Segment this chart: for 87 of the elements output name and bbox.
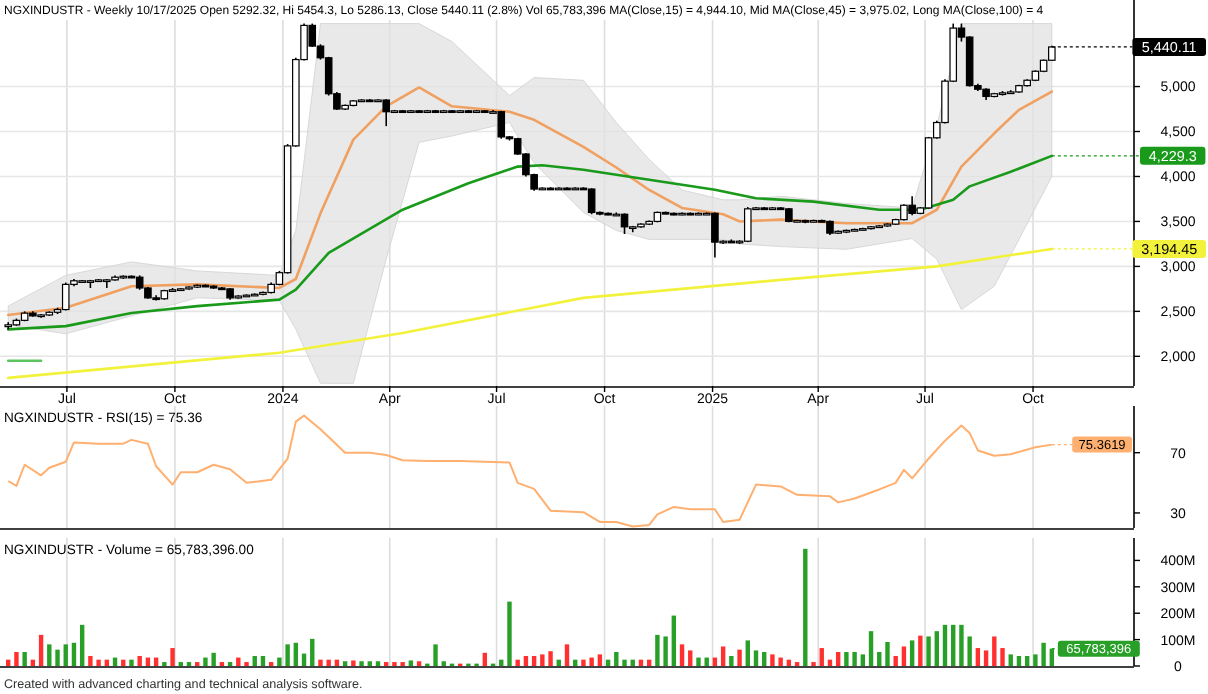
bar <box>170 648 175 666</box>
candlestick <box>497 110 506 140</box>
bar <box>918 635 923 666</box>
bar <box>942 624 948 666</box>
bar <box>433 644 438 666</box>
bar <box>885 641 890 666</box>
bar <box>129 659 134 666</box>
candlestick <box>61 281 70 312</box>
candlestick <box>587 187 596 216</box>
bar <box>959 624 964 666</box>
bar <box>770 654 775 666</box>
bar <box>96 659 101 666</box>
bar <box>540 654 545 666</box>
bar <box>310 638 315 666</box>
bar <box>803 548 808 666</box>
bar <box>597 654 603 666</box>
bar <box>408 660 414 666</box>
bar <box>252 655 257 666</box>
bar <box>293 642 299 666</box>
bar <box>318 659 323 666</box>
candlestick <box>743 206 752 243</box>
bar <box>482 652 488 666</box>
bar <box>663 636 668 666</box>
bar <box>655 634 660 666</box>
bar <box>1008 654 1013 666</box>
candlestick <box>382 98 391 127</box>
bar <box>1016 655 1022 666</box>
bar <box>211 652 216 666</box>
bar <box>63 644 68 666</box>
bar <box>983 650 989 666</box>
bar <box>351 660 356 666</box>
bar <box>137 655 142 666</box>
bar <box>507 601 512 666</box>
bar <box>860 654 866 666</box>
bar <box>975 648 981 666</box>
bar <box>581 659 586 666</box>
bar <box>614 652 619 666</box>
bar <box>79 624 85 666</box>
bar <box>819 648 824 666</box>
candlestick <box>908 195 916 216</box>
bar <box>835 652 841 666</box>
bar <box>622 659 627 666</box>
bar <box>720 646 726 666</box>
bar <box>926 636 931 666</box>
bar <box>992 636 997 666</box>
bar <box>548 651 553 666</box>
bar <box>696 657 701 666</box>
bar <box>852 652 857 666</box>
bar <box>844 652 849 666</box>
bar <box>868 631 874 666</box>
bar <box>762 652 767 666</box>
bar <box>877 652 882 666</box>
bar <box>564 644 570 666</box>
bar <box>55 649 60 666</box>
bar <box>753 650 759 666</box>
bar <box>71 642 77 666</box>
bar <box>1024 655 1030 666</box>
bar <box>47 644 52 666</box>
bar <box>909 640 915 666</box>
bar <box>523 655 529 666</box>
bar <box>934 631 939 666</box>
bar <box>704 657 709 666</box>
bar <box>38 634 44 666</box>
bar <box>1041 642 1046 666</box>
bar <box>22 652 27 666</box>
bar <box>688 650 693 666</box>
bar <box>515 659 520 666</box>
bar <box>671 615 677 666</box>
bar <box>260 655 266 666</box>
bar <box>285 644 290 666</box>
bar <box>531 655 537 666</box>
bar <box>14 652 19 666</box>
bar <box>236 657 241 666</box>
bar <box>679 644 685 666</box>
bar <box>778 657 783 666</box>
bar <box>729 655 734 666</box>
bar <box>893 655 898 666</box>
bar <box>589 657 594 666</box>
bar <box>951 624 956 666</box>
bar <box>326 659 331 666</box>
bar <box>901 646 907 666</box>
candlestick <box>711 211 719 259</box>
bar <box>737 649 742 666</box>
line-series <box>6 86 1054 317</box>
bar <box>88 655 93 666</box>
bar <box>745 640 750 666</box>
bar <box>203 657 208 666</box>
